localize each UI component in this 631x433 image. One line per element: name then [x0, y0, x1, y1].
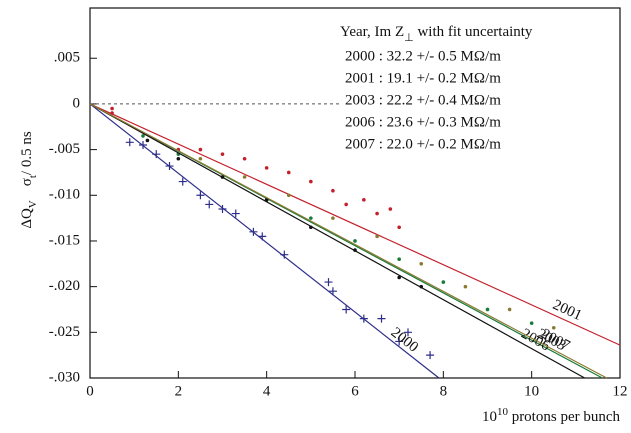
legend-title-part: Year, Im Z — [340, 24, 404, 40]
x-label-part: 10 — [482, 409, 497, 425]
point — [139, 141, 147, 150]
point — [198, 156, 203, 161]
point — [375, 211, 379, 216]
point — [388, 207, 393, 211]
point — [258, 232, 267, 241]
point — [264, 166, 269, 170]
legend-entry: 2000 : 32.2 +/- 0.5 MΩ/m — [345, 48, 501, 64]
point — [165, 162, 174, 171]
legend-title: Year, Im Z⊥ with fit uncertainty — [340, 24, 533, 43]
point — [141, 134, 145, 138]
y-tick-label: -.020 — [49, 278, 80, 294]
point — [309, 216, 313, 220]
point — [152, 150, 161, 159]
point — [507, 307, 512, 312]
y-tick-label: 0 — [73, 95, 81, 111]
point — [125, 138, 134, 147]
x-tick-label: 8 — [440, 383, 448, 399]
point — [220, 175, 225, 179]
y-label-part: σ — [19, 178, 35, 186]
point — [331, 188, 335, 193]
legend-entry: 2006 : 23.6 +/- 0.3 MΩ/m — [345, 114, 501, 130]
point — [198, 147, 203, 152]
point — [362, 198, 366, 202]
point — [286, 170, 291, 175]
y-label-part: V — [27, 200, 39, 208]
x-tick-label: 2 — [175, 383, 183, 399]
point — [309, 179, 313, 184]
point — [419, 284, 424, 289]
fit-line — [89, 103, 585, 379]
point — [110, 111, 114, 115]
y-label-part: / 0.5 ns — [19, 131, 35, 175]
point — [344, 202, 348, 207]
y-tick-label: -.010 — [49, 187, 80, 203]
point — [353, 248, 357, 252]
x-tick-label: 0 — [86, 383, 94, 399]
point — [397, 257, 401, 262]
point — [196, 191, 205, 200]
point — [397, 225, 401, 230]
point — [551, 325, 556, 330]
legend-title-part: with fit uncertainty — [414, 24, 533, 40]
point — [375, 234, 379, 239]
y-tick-label: -.025 — [49, 324, 80, 340]
point — [529, 321, 534, 325]
legend-entry: 2003 : 22.2 +/- 0.4 MΩ/m — [345, 92, 501, 108]
point — [249, 227, 258, 236]
y-tick-label: -.015 — [49, 232, 80, 248]
point — [377, 314, 386, 323]
point — [176, 156, 181, 161]
point — [280, 250, 289, 259]
y-label-part: ΔQ — [19, 208, 35, 229]
point — [242, 175, 247, 179]
point — [231, 209, 240, 218]
point — [328, 287, 337, 296]
legend-title-part: ⊥ — [404, 32, 414, 44]
point — [220, 152, 225, 156]
point — [441, 280, 446, 284]
y-label-part: t — [27, 175, 39, 178]
x-tick-label: 10 — [524, 383, 539, 399]
x-axis-label: 1010 protons per bunch — [482, 406, 621, 426]
fit-line — [89, 103, 440, 379]
line-label: 2001 — [550, 297, 584, 324]
point — [145, 138, 150, 143]
y-axis-label: ΔQVσt/ 0.5 ns — [19, 131, 38, 229]
legend-entry: 2007 : 22.0 +/- 0.2 MΩ/m — [345, 136, 501, 152]
point — [218, 204, 227, 213]
fit-line — [89, 103, 621, 346]
point — [205, 200, 214, 209]
x-tick-label: 12 — [613, 383, 628, 399]
point — [178, 177, 187, 186]
legend-entry: 2001 : 19.1 +/- 0.2 MΩ/m — [345, 70, 501, 86]
point — [309, 225, 313, 230]
x-label-part: protons per bunch — [508, 409, 621, 425]
x-label-part: 10 — [497, 406, 509, 418]
x-tick-label: 4 — [263, 383, 271, 399]
y-tick-label: -.005 — [49, 141, 80, 157]
point — [331, 216, 335, 220]
point — [395, 337, 404, 346]
point — [242, 156, 247, 161]
point — [353, 239, 357, 243]
fit-line — [89, 103, 608, 379]
point — [286, 193, 291, 198]
point — [485, 307, 490, 312]
point — [342, 305, 351, 314]
y-tick-label: .005 — [54, 50, 80, 66]
point — [110, 106, 114, 111]
x-tick-label: 6 — [351, 383, 359, 399]
point — [463, 284, 468, 289]
point — [419, 262, 424, 266]
point — [359, 314, 368, 323]
point — [397, 275, 401, 280]
y-tick-label: -.030 — [49, 369, 80, 385]
point — [404, 328, 412, 337]
point — [264, 198, 269, 202]
point — [324, 278, 333, 287]
point — [426, 351, 435, 360]
